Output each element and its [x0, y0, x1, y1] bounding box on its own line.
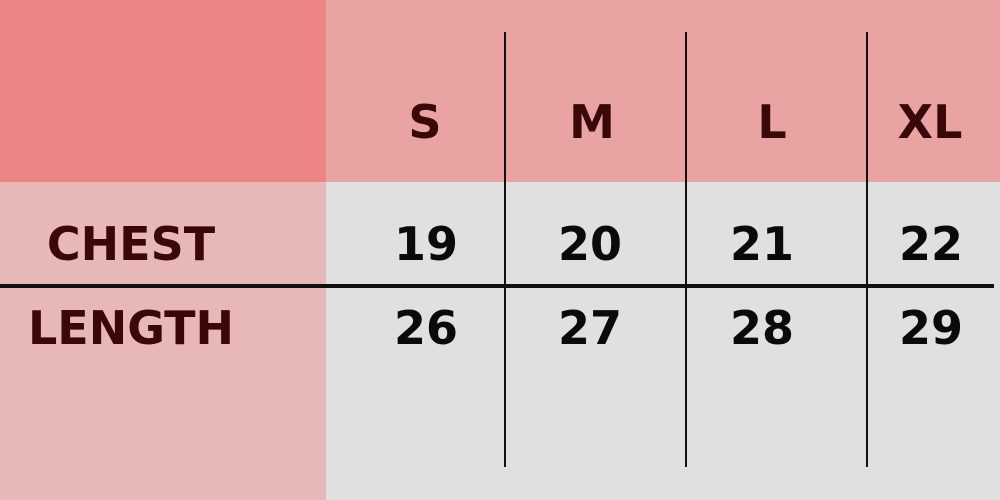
- size-header-row: [326, 0, 1000, 182]
- size-header-m: M: [569, 95, 615, 149]
- length-value-m: 27: [557, 301, 623, 355]
- length-value-l: 28: [729, 301, 795, 355]
- row-divider: [0, 284, 994, 288]
- row-label-chest: CHEST: [46, 217, 216, 271]
- size-header-l: L: [757, 95, 787, 149]
- chest-value-xl: 22: [898, 217, 964, 271]
- row-label-length: LENGTH: [27, 301, 235, 355]
- chest-value-s: 19: [393, 217, 459, 271]
- length-value-xl: 29: [898, 301, 964, 355]
- chest-value-m: 20: [557, 217, 623, 271]
- column-divider: [866, 32, 868, 467]
- column-divider: [504, 32, 506, 467]
- size-header-xl: XL: [897, 95, 963, 149]
- length-value-s: 26: [393, 301, 459, 355]
- size-header-s: S: [408, 95, 442, 149]
- chest-value-l: 21: [729, 217, 795, 271]
- label-column: [0, 182, 326, 500]
- corner-cell: [0, 0, 326, 182]
- column-divider: [685, 32, 687, 467]
